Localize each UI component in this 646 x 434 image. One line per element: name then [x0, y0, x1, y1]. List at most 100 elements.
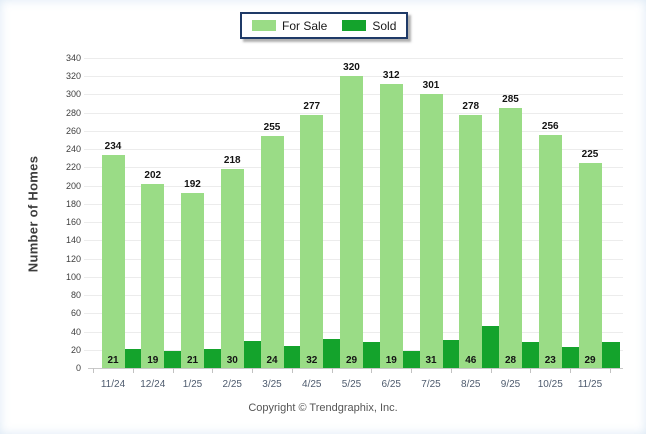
sold-value-label: 19 [147, 355, 159, 366]
sold-bar [561, 347, 580, 368]
y-tick-label: 100 [65, 271, 81, 282]
x-axis-label: 3/25 [262, 379, 282, 390]
sold-value-label: 24 [266, 355, 278, 366]
y-tick-label: 240 [65, 144, 81, 155]
sold-bar [482, 326, 501, 368]
sold-bar [283, 346, 302, 368]
for-sale-value-label: 277 [303, 101, 321, 113]
for-sale-value-label: 301 [422, 79, 440, 91]
gridline [84, 58, 623, 59]
x-axis-label: 6/25 [381, 379, 401, 390]
legend: For Sale Sold [240, 12, 409, 39]
x-axis-label: 12/24 [140, 379, 166, 390]
for-sale-value-label: 234 [104, 140, 122, 152]
x-axis-label: 1/25 [182, 379, 203, 390]
for-sale-value-label: 218 [223, 155, 241, 167]
x-axis-label: 10/25 [537, 379, 563, 390]
y-tick-label: 180 [65, 198, 81, 209]
y-tick-label: 300 [65, 89, 81, 100]
sold-bar [363, 341, 381, 368]
sold-value-label: 32 [306, 355, 318, 366]
sold-value-label: 29 [584, 355, 596, 366]
for-sale-value-label: 320 [343, 62, 360, 74]
x-axis-label: 4/25 [302, 379, 322, 390]
axis-tick-mark [371, 368, 373, 373]
for-sale-swatch-icon [252, 20, 276, 31]
y-tick-label: 0 [75, 363, 81, 373]
sold-value-label: 28 [504, 355, 517, 366]
y-tick-label: 220 [65, 162, 81, 173]
axis-tick-mark [490, 368, 492, 373]
for-sale-bar [181, 192, 204, 368]
y-tick-label: 320 [65, 71, 81, 82]
sold-value-label: 29 [345, 355, 358, 366]
for-sale-bar [379, 83, 403, 368]
y-tick-label: 160 [65, 217, 81, 228]
y-tick-label: 280 [65, 107, 81, 118]
y-tick-label: 40 [70, 326, 81, 337]
axis-tick-mark [331, 368, 333, 373]
x-axis-label: 11/24 [100, 379, 126, 390]
sold-bar [243, 340, 262, 368]
sold-value-label: 23 [544, 355, 556, 366]
legend-item-for-sale: For Sale [252, 20, 327, 32]
for-sale-bar [220, 169, 244, 368]
x-axis-label: 11/25 [577, 379, 603, 390]
for-sale-value-label: 285 [502, 94, 519, 106]
sold-bar [402, 350, 421, 368]
axis-tick-mark [570, 368, 572, 373]
for-sale-bar [101, 154, 125, 368]
axis-tick-mark [172, 368, 174, 373]
axis-tick-mark [212, 368, 214, 373]
sold-bar [442, 339, 461, 368]
axis-tick-mark [291, 368, 293, 373]
x-axis-label: 8/25 [461, 379, 481, 390]
y-tick-label: 80 [70, 290, 81, 301]
for-sale-bar [459, 114, 483, 368]
sold-bar [164, 350, 183, 368]
legend-label-sold: Sold [372, 18, 397, 33]
sold-value-label: 30 [226, 355, 238, 366]
copyright-text: Copyright © Trendgraphix, Inc. [248, 402, 398, 414]
for-sale-value-label: 192 [184, 178, 201, 190]
legend-label-for-sale: For Sale [282, 18, 328, 33]
sold-value-label: 46 [465, 355, 477, 366]
sold-bar [204, 348, 222, 368]
y-tick-label: 140 [65, 235, 81, 246]
sold-bar [522, 342, 540, 368]
for-sale-bar [419, 93, 443, 368]
sold-value-label: 21 [186, 355, 199, 366]
axis-tick-mark [132, 368, 134, 373]
for-sale-value-label: 202 [144, 169, 162, 181]
x-axis-label: 9/25 [500, 379, 521, 390]
axis-tick-mark [450, 368, 452, 373]
sold-swatch-icon [342, 20, 367, 31]
for-sale-bar [260, 135, 284, 368]
sold-bar [323, 338, 342, 368]
for-sale-bar [499, 108, 522, 368]
x-axis-label: 5/25 [341, 379, 362, 390]
axis-tick-mark [530, 368, 532, 373]
axis-tick-mark [609, 368, 611, 373]
for-sale-bar [578, 162, 602, 368]
y-tick-label: 60 [70, 308, 81, 319]
sold-bar [124, 348, 143, 368]
axis-tick-mark [252, 368, 254, 373]
for-sale-value-label: 225 [581, 148, 599, 160]
axis-tick-mark [411, 368, 413, 373]
for-sale-bar [141, 183, 165, 368]
y-tick-label: 340 [65, 53, 81, 63]
y-tick-label: 120 [65, 253, 81, 264]
for-sale-value-label: 256 [541, 120, 559, 132]
y-axis-title: Number of Homes [25, 155, 41, 273]
sold-value-label: 19 [385, 355, 397, 366]
for-sale-value-label: 255 [263, 121, 281, 133]
for-sale-bar [538, 134, 562, 368]
y-tick-label: 20 [70, 344, 81, 355]
x-axis-label: 2/25 [222, 379, 242, 390]
for-sale-bar [340, 76, 363, 368]
y-tick-label: 200 [65, 180, 81, 191]
plot-area: 0 20 40 60 80 100 120 140 160 180 200 220 240 260 280 3… [66, 53, 623, 390]
axis-tick-mark [93, 368, 95, 373]
